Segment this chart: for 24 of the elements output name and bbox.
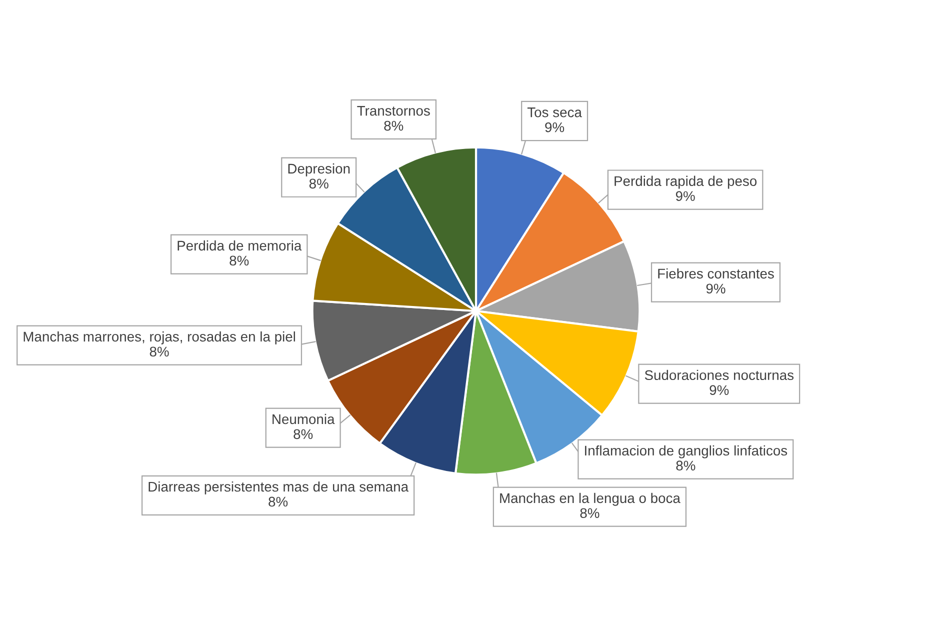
- data-label: 8%: [268, 496, 288, 507]
- slice-label: Neumonia: [272, 414, 335, 424]
- slice-label: Manchas en la lengua o boca: [500, 492, 680, 506]
- data-label: 9%: [710, 385, 729, 396]
- data-label: 9%: [676, 191, 695, 201]
- data-label: 9%: [545, 122, 564, 132]
- slice-label: Perdida de memoria: [178, 240, 302, 251]
- data-label: 8%: [150, 346, 169, 357]
- slice-label: Depresion: [288, 163, 350, 176]
- slice-label: Sudoraciones nocturnas: [644, 370, 794, 380]
- slice-label: Perdida rapida de peso: [614, 176, 757, 189]
- slice-label: Tos seca: [527, 108, 582, 118]
- slice-label: Transtornos: [357, 106, 430, 116]
- data-label: 8%: [309, 178, 328, 189]
- slice-label: Diarreas persistentes mas de una semana: [148, 481, 409, 494]
- data-label: 8%: [294, 429, 313, 440]
- data-label: 8%: [676, 460, 696, 471]
- slice-label: Fiebres constantes: [658, 268, 774, 279]
- data-label: 8%: [580, 508, 600, 518]
- slice-label: Manchas marrones, rojas, rosadas en la piel: [24, 331, 296, 344]
- data-label: 8%: [230, 256, 249, 266]
- slice-label: Inflamacion de ganglios linfaticos: [585, 445, 788, 458]
- data-label: 9%: [706, 284, 726, 294]
- data-label: 8%: [384, 120, 404, 131]
